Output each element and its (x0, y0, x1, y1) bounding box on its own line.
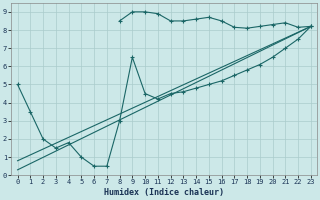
X-axis label: Humidex (Indice chaleur): Humidex (Indice chaleur) (104, 188, 224, 197)
